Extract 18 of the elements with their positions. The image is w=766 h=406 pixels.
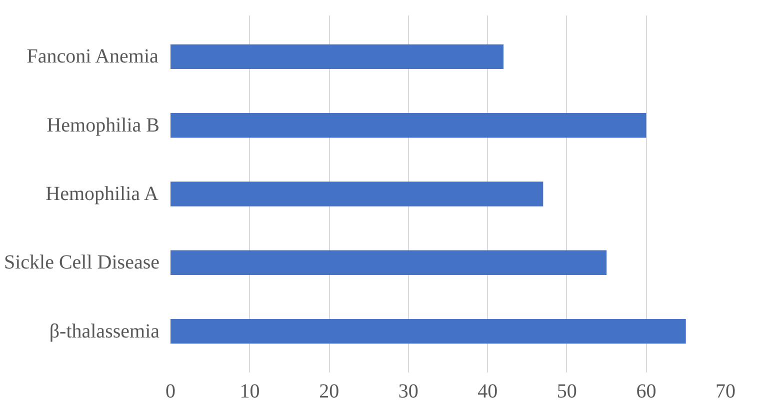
bar [170,44,504,70]
bar [170,182,544,206]
bar [170,250,607,276]
x-tick-label: 20 [319,380,340,402]
x-tick-label: 10 [240,380,260,402]
x-tick-label: 0 [166,380,176,402]
x-tick-label: 30 [398,380,418,402]
x-tick-label: 50 [556,380,577,402]
y-tick-label: Sickle Cell Disease [4,252,160,274]
y-tick-label: Hemophilia B [46,114,160,136]
bar [170,318,686,344]
bar [170,112,646,138]
x-tick-label: 40 [478,380,498,402]
y-tick-label: β-thalassemia [49,320,160,342]
x-tick-label: 70 [716,380,736,402]
y-tick-label: Hemophilia A [46,183,159,205]
x-tick-label: 60 [636,380,656,402]
y-tick-label: Fanconi Anemia [26,46,159,68]
